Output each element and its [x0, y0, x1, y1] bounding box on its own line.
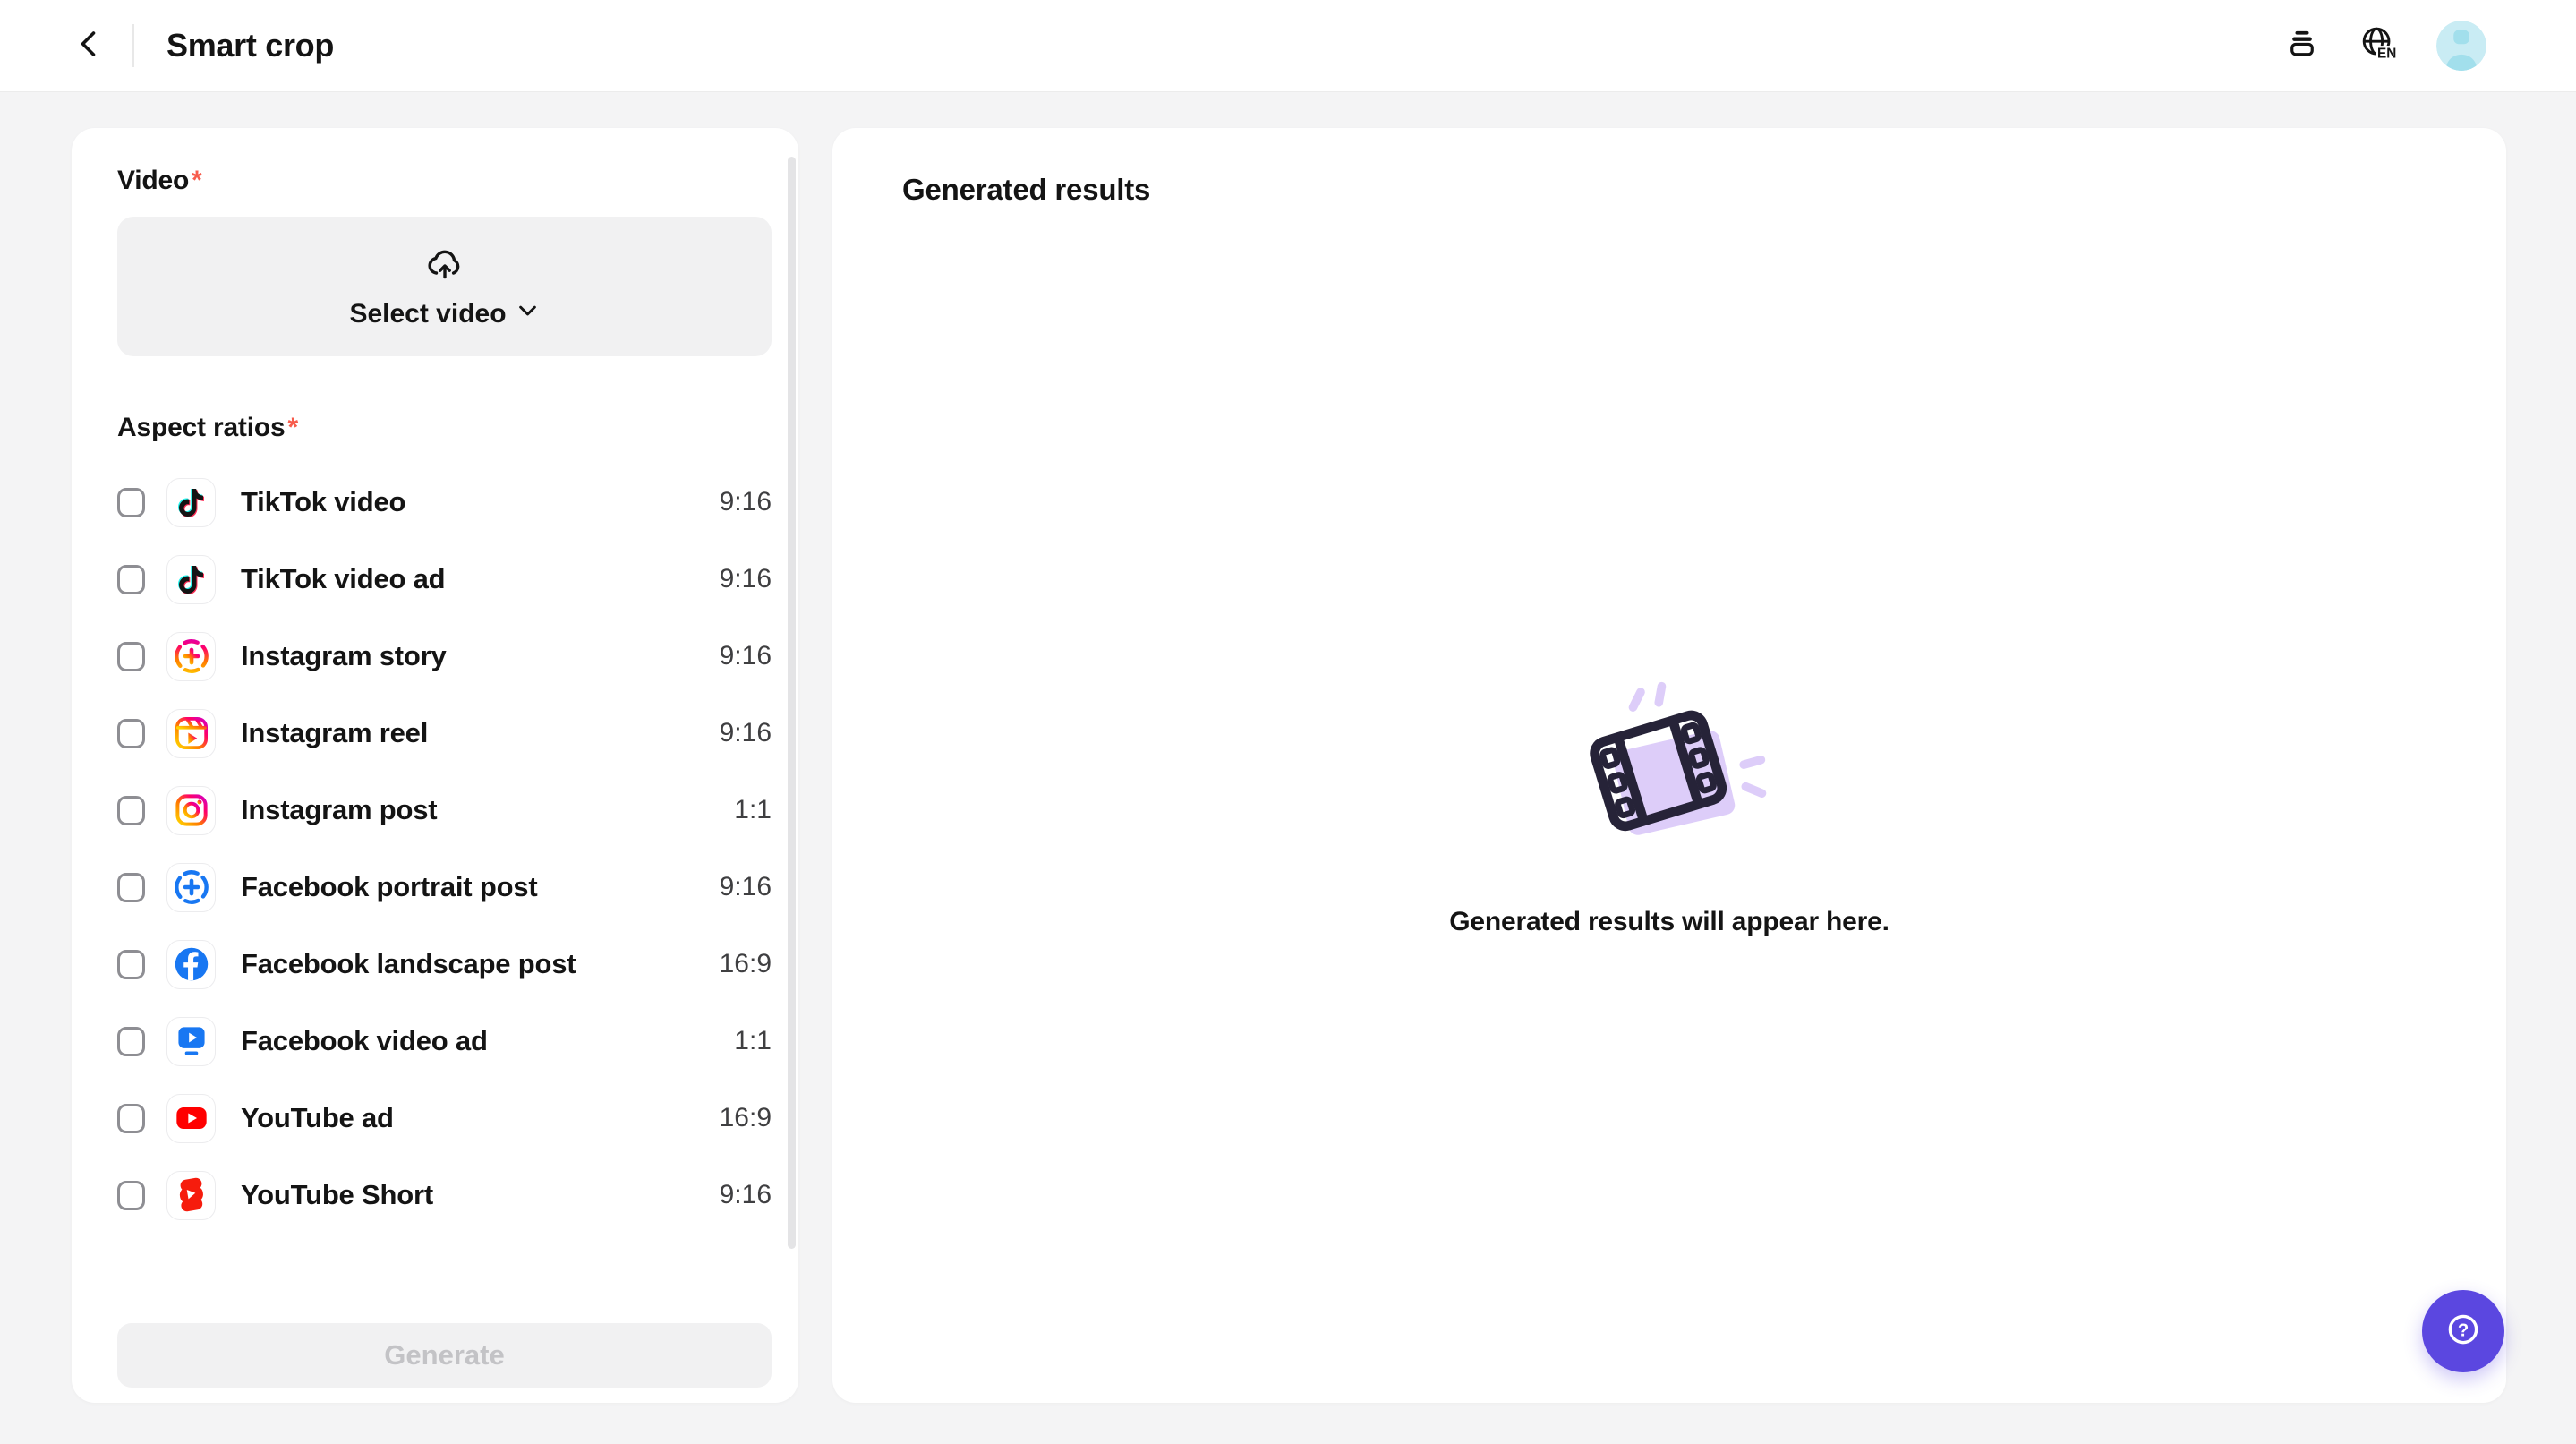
back-button[interactable] — [70, 26, 109, 65]
video-section-label: Video * — [117, 166, 202, 195]
checkbox[interactable] — [117, 795, 145, 825]
select-video-label: Select video — [349, 298, 507, 329]
language-button[interactable]: EN — [2358, 23, 2399, 69]
svg-text:EN: EN — [2377, 46, 2396, 61]
aspect-row-label: Instagram story — [241, 640, 447, 671]
facebook-story-icon — [166, 862, 216, 912]
checkbox[interactable] — [117, 718, 145, 748]
cloud-upload-icon — [423, 244, 466, 291]
facebook-video-icon — [166, 1016, 216, 1066]
aspect-row-label: TikTok video ad — [241, 563, 446, 594]
aspect-row-tiktok-video-ad[interactable]: TikTok video ad 9:16 — [117, 541, 772, 618]
empty-state: Generated results will appear here. — [832, 169, 2506, 1444]
facebook-icon — [166, 939, 216, 989]
aspect-row-label: TikTok video — [241, 486, 406, 517]
youtube-icon — [166, 1093, 216, 1143]
empty-state-message: Generated results will appear here. — [1449, 906, 1889, 936]
globe-en-icon: EN — [2358, 23, 2399, 69]
checkbox[interactable] — [117, 487, 145, 517]
aspect-row-youtube-ad[interactable]: YouTube ad 16:9 — [117, 1080, 772, 1157]
aspect-ratios-label: Aspect ratios * — [117, 413, 298, 442]
workspace-stack-button[interactable] — [2284, 26, 2320, 66]
help-button[interactable]: ? — [2422, 1290, 2504, 1372]
header-divider — [132, 24, 134, 67]
chevron-left-icon — [73, 28, 106, 64]
checkbox[interactable] — [117, 641, 145, 671]
aspect-row-label: Instagram post — [241, 794, 438, 825]
checkbox[interactable] — [117, 1026, 145, 1056]
aspect-ratio-value: 9:16 — [719, 641, 772, 671]
aspect-row-label: YouTube ad — [241, 1102, 394, 1133]
aspect-row-facebook-portrait-post[interactable]: Facebook portrait post 9:16 — [117, 849, 772, 926]
aspect-ratio-value: 16:9 — [719, 1103, 772, 1132]
aspect-row-label: Facebook portrait post — [241, 871, 538, 902]
aspect-ratio-value: 16:9 — [719, 949, 772, 978]
aspect-row-instagram-story[interactable]: Instagram story 9:16 — [117, 618, 772, 695]
aspect-row-youtube-short[interactable]: YouTube Short 9:16 — [117, 1157, 772, 1234]
select-video-button[interactable]: Select video — [117, 217, 772, 356]
checkbox[interactable] — [117, 872, 145, 902]
aspect-row-label: Facebook landscape post — [241, 948, 576, 979]
input-panel: Video * Select video Aspect ratios * TikTo… — [72, 128, 798, 1403]
chevron-down-icon — [516, 298, 540, 329]
aspect-ratio-value: 9:16 — [719, 564, 772, 594]
aspect-ratio-value: 1:1 — [734, 1026, 772, 1055]
top-header: Smart crop EN — [0, 0, 2576, 92]
stack-icon — [2284, 26, 2320, 66]
aspect-ratio-value: 1:1 — [734, 795, 772, 825]
checkbox[interactable] — [117, 1103, 145, 1133]
aspect-ratio-value: 9:16 — [719, 1180, 772, 1209]
aspect-row-instagram-reel[interactable]: Instagram reel 9:16 — [117, 695, 772, 772]
instagram-reel-icon — [166, 708, 216, 758]
aspect-ratio-value: 9:16 — [719, 718, 772, 748]
tiktok-icon — [166, 477, 216, 527]
film-strip-illustration — [1555, 677, 1784, 882]
user-avatar-icon — [2436, 21, 2486, 71]
aspect-ratio-value: 9:16 — [719, 872, 772, 901]
generate-button[interactable]: Generate — [117, 1323, 772, 1388]
youtube-shorts-icon — [166, 1170, 216, 1220]
page-title: Smart crop — [166, 27, 335, 64]
results-title: Generated results — [902, 173, 1151, 206]
svg-text:?: ? — [2458, 1320, 2469, 1340]
checkbox[interactable] — [117, 564, 145, 594]
aspect-row-facebook-video-ad[interactable]: Facebook video ad 1:1 — [117, 1003, 772, 1080]
checkbox[interactable] — [117, 949, 145, 979]
instagram-post-icon — [166, 785, 216, 835]
required-asterisk: * — [287, 413, 298, 442]
results-panel: Generated results Generated results will… — [832, 128, 2506, 1403]
aspect-row-instagram-post[interactable]: Instagram post 1:1 — [117, 772, 772, 849]
question-mark-icon: ? — [2439, 1305, 2487, 1358]
aspect-row-label: Instagram reel — [241, 717, 429, 748]
aspect-row-label: Facebook video ad — [241, 1025, 488, 1056]
aspect-row-tiktok-video[interactable]: TikTok video 9:16 — [117, 464, 772, 541]
checkbox[interactable] — [117, 1180, 145, 1210]
aspect-ratio-value: 9:16 — [719, 487, 772, 517]
panel-scrollbar[interactable] — [788, 157, 796, 1249]
aspect-row-label: YouTube Short — [241, 1179, 433, 1210]
instagram-story-icon — [166, 631, 216, 681]
required-asterisk: * — [192, 166, 202, 195]
aspect-ratio-list: TikTok video 9:16 TikTok video ad 9:16 I… — [117, 464, 772, 1234]
tiktok-icon — [166, 554, 216, 604]
aspect-row-facebook-landscape-post[interactable]: Facebook landscape post 16:9 — [117, 926, 772, 1003]
avatar[interactable] — [2436, 21, 2486, 71]
